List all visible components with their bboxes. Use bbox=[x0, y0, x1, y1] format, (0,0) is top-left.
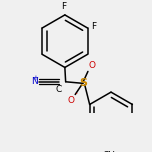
Text: +: + bbox=[32, 75, 38, 81]
Text: F: F bbox=[61, 2, 66, 11]
Text: C: C bbox=[55, 85, 62, 94]
Text: N: N bbox=[31, 77, 38, 86]
Text: ·: · bbox=[75, 89, 78, 99]
Text: O: O bbox=[89, 61, 96, 70]
Text: O: O bbox=[67, 96, 74, 105]
Text: F: F bbox=[92, 22, 97, 31]
Text: S: S bbox=[79, 78, 87, 88]
